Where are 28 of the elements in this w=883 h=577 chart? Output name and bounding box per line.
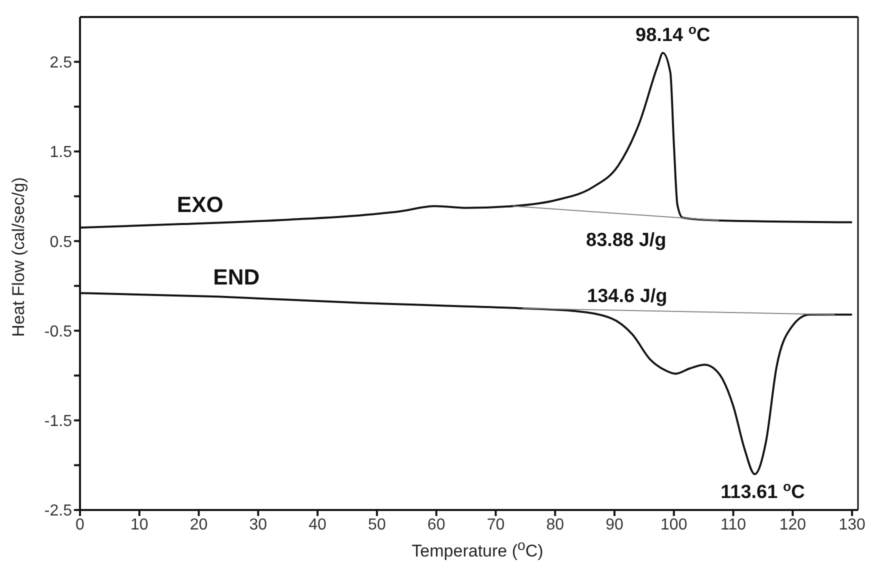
x-tick-label: 0 <box>76 516 85 534</box>
x-tick-label: 70 <box>486 516 505 534</box>
y-tick-label: -1.5 <box>44 413 72 430</box>
y-tick-label: 2.5 <box>50 54 72 72</box>
x-tick-label: 120 <box>779 516 806 534</box>
x-tick-label: 100 <box>660 516 688 534</box>
y-tick-label: 0.5 <box>50 234 72 251</box>
series-label: EXO <box>176 192 224 218</box>
annotation: 83.88 J/g <box>586 230 666 252</box>
x-tick-label: 110 <box>720 516 746 534</box>
x-tick-label: 40 <box>308 516 327 534</box>
x-tick-label: 90 <box>606 516 624 534</box>
x-axis-title: Temperature ($^{o}$C) <box>410 538 544 562</box>
annotation: 113.61 $^{o}$C <box>720 478 806 504</box>
annotation: 134.6 J/g <box>587 286 668 308</box>
y-tick-label: -2.5 <box>44 502 72 520</box>
annotation: 98.14 $^{o}$C <box>636 21 710 46</box>
y-tick-label: -0.5 <box>44 323 72 340</box>
x-tick-label: 60 <box>427 516 446 534</box>
x-tick-label: 10 <box>130 516 148 534</box>
x-tick-label: 80 <box>546 516 564 534</box>
x-tick-label: 130 <box>838 516 866 534</box>
series-label: END <box>213 264 260 290</box>
x-tick-label: 50 <box>368 516 386 534</box>
y-axis-title: Heat Flow (cal/sec/g) <box>9 177 29 337</box>
y-tick-label: 1.5 <box>50 144 72 162</box>
x-tick-label: 30 <box>249 516 268 534</box>
x-tick-label: 20 <box>190 516 208 534</box>
